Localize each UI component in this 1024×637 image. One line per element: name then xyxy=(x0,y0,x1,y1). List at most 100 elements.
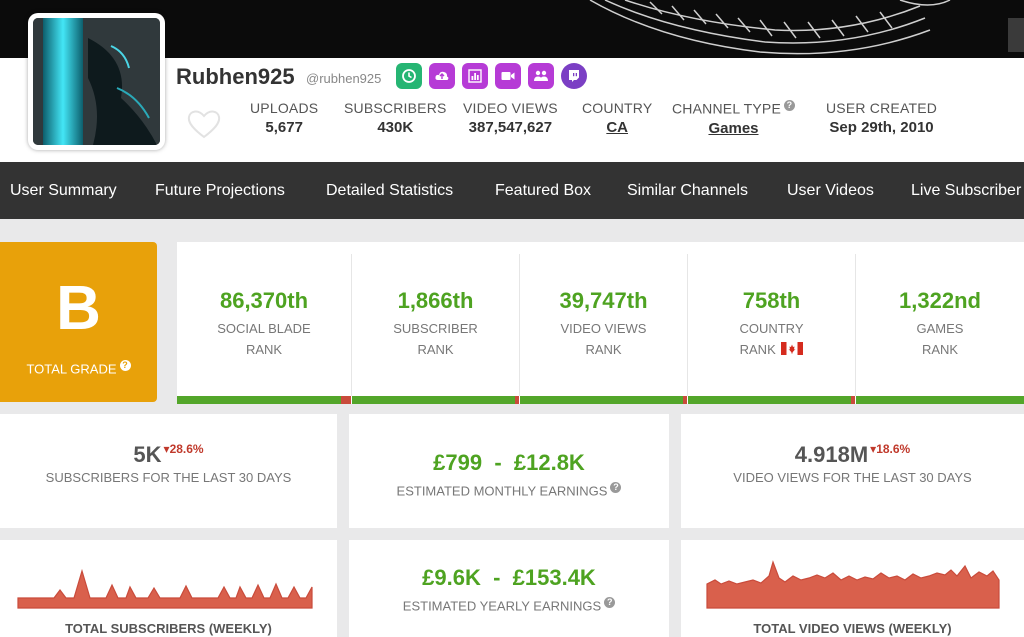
subscribers-weekly-sparkline xyxy=(17,568,313,609)
subscribers-value: 430K xyxy=(377,119,414,136)
upload-icon[interactable] xyxy=(429,63,455,89)
views-value: 387,547,627 xyxy=(468,119,553,136)
nav-live-subscriber[interactable]: Live Subscriber xyxy=(911,182,1022,199)
divider xyxy=(855,254,856,396)
subscribers-label: SUBSCRIBERS xyxy=(344,100,447,116)
chart-icon[interactable] xyxy=(462,63,488,89)
stat-channel-type: CHANNEL TYPE? Games xyxy=(672,100,795,137)
card-views-30-days: 4.918M ▾18.6% VIDEO VIEWS FOR THE LAST 30… xyxy=(681,414,1024,528)
subs-30-delta: 28.6% xyxy=(169,442,204,456)
monthly-earnings-value: £799 - £12.8K xyxy=(433,450,585,475)
rank-label: SUBSCRIBER xyxy=(393,321,478,336)
nav-future-projections[interactable]: Future Projections xyxy=(155,182,285,199)
rank-value: 758th xyxy=(742,288,801,313)
stat-country: COUNTRY CA xyxy=(582,100,652,136)
card-views-weekly: TOTAL VIDEO VIEWS (WEEKLY) xyxy=(681,540,1024,637)
created-value: Sep 29th, 2010 xyxy=(829,119,934,136)
views-30-value: 4.918M xyxy=(794,442,869,467)
help-icon[interactable]: ? xyxy=(610,482,622,493)
yearly-earnings-value: £9.6K - £153.4K xyxy=(422,565,596,590)
rank-bar-end xyxy=(851,396,855,404)
views-label: VIDEO VIEWS xyxy=(463,100,558,116)
uploads-value: 5,677 xyxy=(265,119,303,136)
views-30-delta: 18.6% xyxy=(876,442,911,456)
card-subscribers-30-days: 5K ▾28.6% SUBSCRIBERS FOR THE LAST 30 DAY… xyxy=(0,414,337,528)
help-icon[interactable]: ? xyxy=(784,100,795,111)
nav-similar-channels[interactable]: Similar Channels xyxy=(627,182,748,199)
channel-banner xyxy=(0,0,1024,58)
rank-label: GAMES xyxy=(916,321,964,336)
nav-user-summary[interactable]: User Summary xyxy=(10,182,117,199)
divider xyxy=(351,254,352,396)
video-icon[interactable] xyxy=(495,63,521,89)
rank-value: 1,866th xyxy=(397,288,474,313)
rank-country: 758th COUNTRY RANK xyxy=(688,242,855,404)
rank-bar-end xyxy=(515,396,519,404)
rank-bar xyxy=(352,396,519,404)
rank-video-views: 39,747th VIDEO VIEWS RANK xyxy=(520,242,687,404)
views-weekly-sparkline xyxy=(706,560,1000,609)
clock-icon[interactable] xyxy=(396,63,422,89)
monthly-earnings-label: ESTIMATED MONTHLY EARNINGS xyxy=(396,483,608,499)
created-label: USER CREATED xyxy=(826,100,938,116)
grade-label: TOTAL GRADE xyxy=(26,361,117,377)
country-link[interactable]: CA xyxy=(606,119,629,136)
total-grade-tile: B TOTAL GRADE? xyxy=(0,242,157,402)
channel-name: Rubhen925 xyxy=(176,64,295,89)
subs-30-label: SUBSCRIBERS FOR THE LAST 30 DAYS xyxy=(45,470,292,485)
views-weekly-label: TOTAL VIDEO VIEWS (WEEKLY) xyxy=(753,621,952,636)
group-icon[interactable] xyxy=(528,63,554,89)
card-subscribers-weekly: TOTAL SUBSCRIBERS (WEEKLY) xyxy=(0,540,337,637)
rank-bar xyxy=(177,396,351,404)
stat-video-views: VIDEO VIEWS 387,547,627 xyxy=(463,100,558,136)
stat-user-created: USER CREATED Sep 29th, 2010 xyxy=(826,100,937,136)
rank-value: 39,747th xyxy=(559,288,648,313)
avatar xyxy=(33,18,160,145)
divider xyxy=(687,254,688,396)
rank-subscriber: 1,866th SUBSCRIBER RANK xyxy=(352,242,519,404)
channel-handle: @rubhen925 xyxy=(306,71,382,86)
twitch-icon[interactable] xyxy=(561,63,587,89)
rank-label: RANK xyxy=(417,342,454,357)
rank-bar-end xyxy=(683,396,687,404)
help-icon[interactable]: ? xyxy=(119,360,131,371)
subs-30-value: 5K xyxy=(133,442,162,467)
views-30-label: VIDEO VIEWS FOR THE LAST 30 DAYS xyxy=(733,470,972,485)
divider xyxy=(519,254,520,396)
banner-edge-button[interactable] xyxy=(1008,18,1024,52)
help-icon[interactable]: ? xyxy=(604,597,616,608)
rank-label: COUNTRY xyxy=(739,321,804,336)
rank-label: VIDEO VIEWS xyxy=(560,321,647,336)
channel-type-label: CHANNEL TYPE xyxy=(672,100,781,117)
social-icon-row xyxy=(396,63,587,89)
channel-type-link[interactable]: Games xyxy=(708,119,759,137)
nav-user-videos[interactable]: User Videos xyxy=(787,182,874,199)
rank-bar xyxy=(688,396,855,404)
rank-panel: 86,370th SOCIAL BLADE RANK 1,866th SUBSC… xyxy=(177,242,1024,404)
stat-subscribers: SUBSCRIBERS 430K xyxy=(344,100,447,136)
card-monthly-earnings: £799 - £12.8K ESTIMATED MONTHLY EARNINGS… xyxy=(349,414,669,528)
rank-bar xyxy=(520,396,687,404)
yearly-earnings-label: ESTIMATED YEARLY EARNINGS xyxy=(402,598,602,614)
favorite-heart-icon[interactable] xyxy=(186,108,222,140)
rank-value: 1,322nd xyxy=(899,288,981,313)
card-yearly-earnings: £9.6K - £153.4K ESTIMATED YEARLY EARNING… xyxy=(349,540,669,637)
canada-flag-icon xyxy=(781,342,804,355)
channel-avatar-frame[interactable] xyxy=(28,13,165,150)
nav-detailed-statistics[interactable]: Detailed Statistics xyxy=(326,182,454,199)
nav-featured-box[interactable]: Featured Box xyxy=(495,182,592,199)
rank-label: RANK xyxy=(245,342,283,357)
rank-social-blade: 86,370th SOCIAL BLADE RANK xyxy=(177,242,351,404)
section-nav: User Summary Future Projections Detailed… xyxy=(0,162,1024,219)
rank-label: RANK xyxy=(921,342,959,357)
rank-label: RANK xyxy=(585,342,622,357)
stat-uploads: UPLOADS 5,677 xyxy=(250,100,318,136)
rank-label: RANK xyxy=(739,342,776,357)
rank-value: 86,370th xyxy=(219,288,309,313)
rank-label: SOCIAL BLADE xyxy=(217,321,311,336)
rank-games: 1,322nd GAMES RANK xyxy=(856,242,1024,404)
subs-weekly-label: TOTAL SUBSCRIBERS (WEEKLY) xyxy=(65,621,272,636)
decrease-arrow-icon: ▾ xyxy=(870,442,877,456)
grade-letter: B xyxy=(56,274,101,343)
uploads-label: UPLOADS xyxy=(250,100,319,116)
